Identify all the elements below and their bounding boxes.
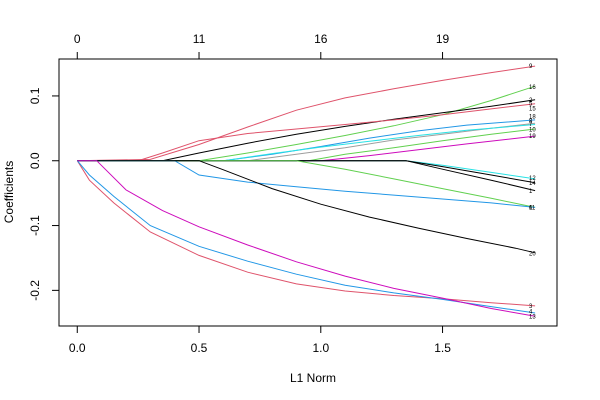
series-line-2 (77, 99, 536, 162)
series-line-6 (77, 160, 536, 208)
y-tick-label: -0.1 (28, 215, 42, 236)
series-line-13 (77, 160, 536, 317)
top-tick-label: 16 (314, 32, 328, 46)
top-axis: 0 11 16 19 (74, 32, 450, 60)
top-tick-label: 11 (193, 32, 206, 46)
series-line-20 (77, 160, 536, 254)
y-tick-label: 0.0 (28, 152, 42, 169)
series-line-11 (77, 160, 536, 208)
series-line-3 (76, 160, 536, 307)
top-tick-label: 0 (74, 32, 81, 46)
y-axis-title: Coefficients (2, 161, 16, 223)
series-line-10 (77, 128, 536, 162)
path-end-label: 7 (529, 122, 533, 128)
series-line-1 (77, 160, 536, 192)
path-end-label: 10 (529, 128, 536, 134)
series-line-4 (76, 160, 536, 314)
series-line-16 (77, 85, 536, 162)
path-end-label: 14 (529, 181, 536, 187)
series-line-14 (77, 160, 536, 184)
path-end-label: 4 (529, 310, 533, 316)
x-tick-label: 1.0 (312, 341, 329, 355)
path-end-label: 12 (529, 176, 536, 182)
path-end-label: 9 (529, 64, 533, 70)
left-axis: -0.2 -0.1 0.0 0.1 (28, 87, 60, 301)
path-end-label: 5 (529, 102, 533, 108)
bottom-axis: 0.0 0.5 1.0 1.5 (69, 325, 451, 355)
series-line-18 (77, 119, 536, 162)
top-tick-label: 19 (436, 32, 450, 46)
path-end-label: 15 (529, 106, 536, 112)
x-axis-title: L1 Norm (290, 371, 336, 385)
series-line-12 (77, 160, 536, 180)
path-end-label: 1 (529, 189, 533, 195)
y-tick-label: 0.1 (28, 87, 42, 104)
path-end-label: 8 (529, 119, 533, 125)
series-line-7 (77, 124, 536, 162)
path-end-label: 3 (529, 304, 533, 310)
path-end-label: 11 (529, 205, 536, 211)
x-tick-label: 1.5 (434, 341, 451, 355)
y-tick-label: -0.2 (28, 280, 42, 301)
path-end-label: 19 (529, 134, 536, 140)
path-end-label: 2 (529, 98, 533, 104)
path-end-label: 6 (529, 205, 533, 211)
series-line-9b (77, 122, 536, 162)
series-layer (76, 65, 536, 317)
series-line-15 (77, 103, 536, 162)
x-tick-label: 0.0 (69, 341, 86, 355)
x-tick-label: 0.5 (191, 341, 208, 355)
path-end-label: 18 (529, 115, 536, 121)
path-end-label: 20 (529, 251, 536, 257)
path-end-label: 13 (529, 314, 536, 320)
path-end-label: 16 (529, 85, 536, 91)
series-line-9 (77, 65, 536, 162)
